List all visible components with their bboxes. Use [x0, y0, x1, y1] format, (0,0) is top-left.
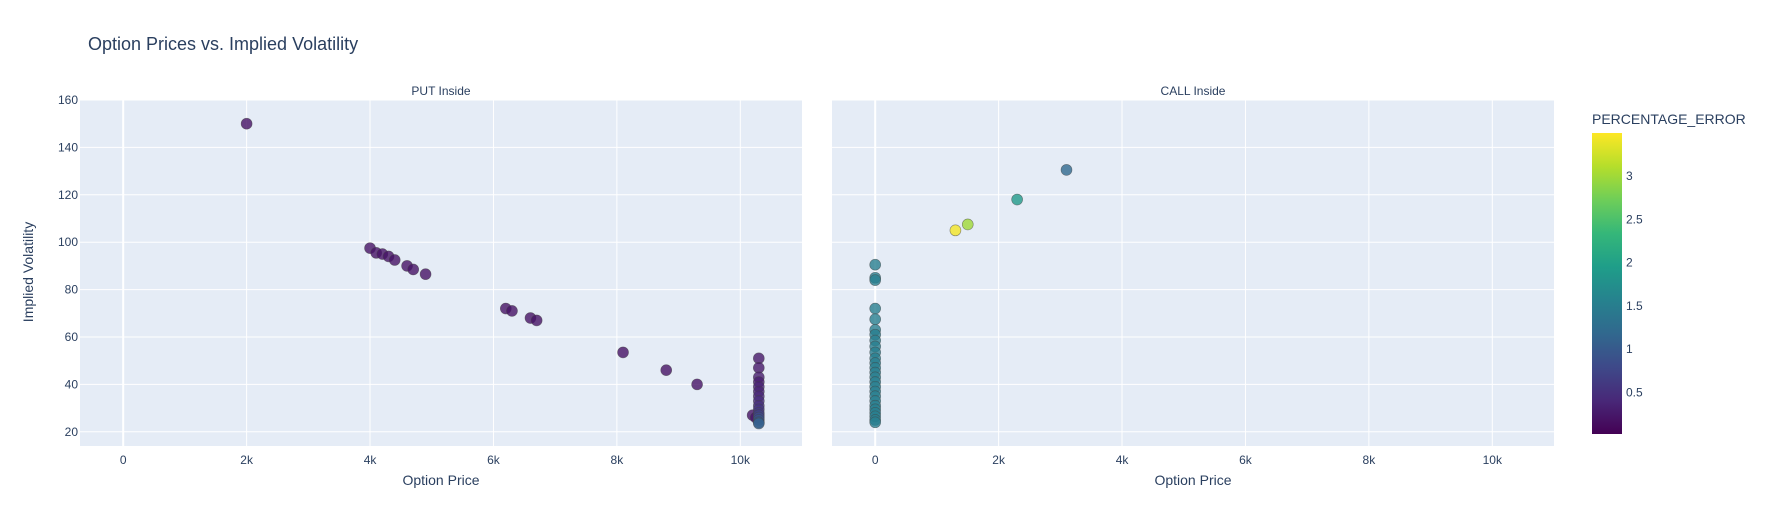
- data-point: [691, 378, 703, 391]
- colorbar-tick-label: 2.5: [1626, 212, 1643, 226]
- y-tick-label: 100: [58, 235, 78, 249]
- gridlines-put: [80, 99, 802, 446]
- data-point: [961, 218, 974, 231]
- x-tick-label: 2k: [992, 453, 1006, 467]
- colorbar-tick-label: 1.5: [1626, 299, 1643, 313]
- panel-call: CALL Inside 0 2k 4k 6k 8k 10k Option Price: [832, 84, 1554, 488]
- x-tick-label: 4k: [1116, 453, 1130, 467]
- data-point: [869, 302, 881, 315]
- colorbar-tick-label: 1: [1626, 342, 1633, 356]
- data-point: [388, 254, 401, 266]
- colorbar-tick-label: 0.5: [1626, 385, 1643, 399]
- x-tick-label: 6k: [487, 453, 501, 467]
- y-tick-label: 20: [65, 425, 79, 439]
- panel-call-title: CALL Inside: [1161, 84, 1226, 98]
- x-tick-label: 8k: [1363, 453, 1377, 467]
- data-point: [869, 274, 881, 286]
- y-ticks-put: 20 40 60 80 100 120 140 160: [58, 93, 78, 439]
- y-tick-label: 140: [58, 140, 78, 154]
- panel-put: PUT Inside 20 40 60 80 100 120 140 160 0 2k 4k 6k 8…: [58, 84, 802, 488]
- y-tick-label: 80: [65, 283, 79, 297]
- markers-call: [869, 164, 1073, 429]
- x-ticks-put: 0 2k 4k 6k 8k 10k: [120, 453, 751, 467]
- y-tick-label: 160: [58, 93, 78, 107]
- colorbar: PERCENTAGE_ERROR 0.5 1 1.5 2 2.5 3: [1592, 111, 1746, 434]
- x-tick-label: 0: [872, 453, 879, 467]
- y-tick-label: 60: [65, 330, 79, 344]
- data-point: [407, 263, 420, 276]
- data-point: [869, 258, 881, 271]
- x-axis-label-put: Option Price: [402, 472, 479, 488]
- y-tick-label: 40: [65, 377, 79, 391]
- markers-put: [240, 117, 765, 430]
- data-point: [617, 346, 629, 359]
- x-tick-label: 6k: [1239, 453, 1253, 467]
- x-axis-label-call: Option Price: [1154, 472, 1231, 488]
- panel-put-title: PUT Inside: [411, 84, 470, 98]
- colorbar-title: PERCENTAGE_ERROR: [1592, 111, 1746, 127]
- x-tick-label: 10k: [1483, 453, 1503, 467]
- plot-area-call: [832, 100, 1554, 446]
- y-axis-label: Implied Volatility: [20, 222, 36, 322]
- x-tick-label: 2k: [240, 453, 254, 467]
- x-tick-label: 10k: [731, 453, 751, 467]
- chart-title: Option Prices vs. Implied Volatility: [88, 34, 358, 54]
- colorbar-gradient: [1592, 133, 1622, 434]
- x-tick-label: 0: [120, 453, 127, 467]
- data-point: [753, 417, 765, 430]
- colorbar-tick-label: 2: [1626, 256, 1633, 270]
- data-point: [240, 117, 253, 130]
- data-point: [530, 314, 543, 327]
- data-point: [949, 224, 962, 237]
- x-ticks-call: 0 2k 4k 6k 8k 10k: [872, 453, 1503, 467]
- data-point: [660, 364, 673, 376]
- data-point: [1011, 193, 1023, 206]
- colorbar-ticks: 0.5 1 1.5 2 2.5 3: [1626, 169, 1643, 399]
- x-tick-label: 4k: [364, 453, 378, 467]
- data-point: [869, 416, 881, 429]
- x-tick-label: 8k: [611, 453, 625, 467]
- data-point: [419, 268, 432, 280]
- gridlines-call: [832, 99, 1554, 446]
- plot-area-put: [80, 100, 802, 446]
- data-point: [869, 313, 881, 326]
- data-point: [506, 305, 518, 317]
- data-point: [1060, 164, 1073, 176]
- y-tick-label: 120: [58, 188, 78, 202]
- colorbar-tick-label: 3: [1626, 169, 1633, 183]
